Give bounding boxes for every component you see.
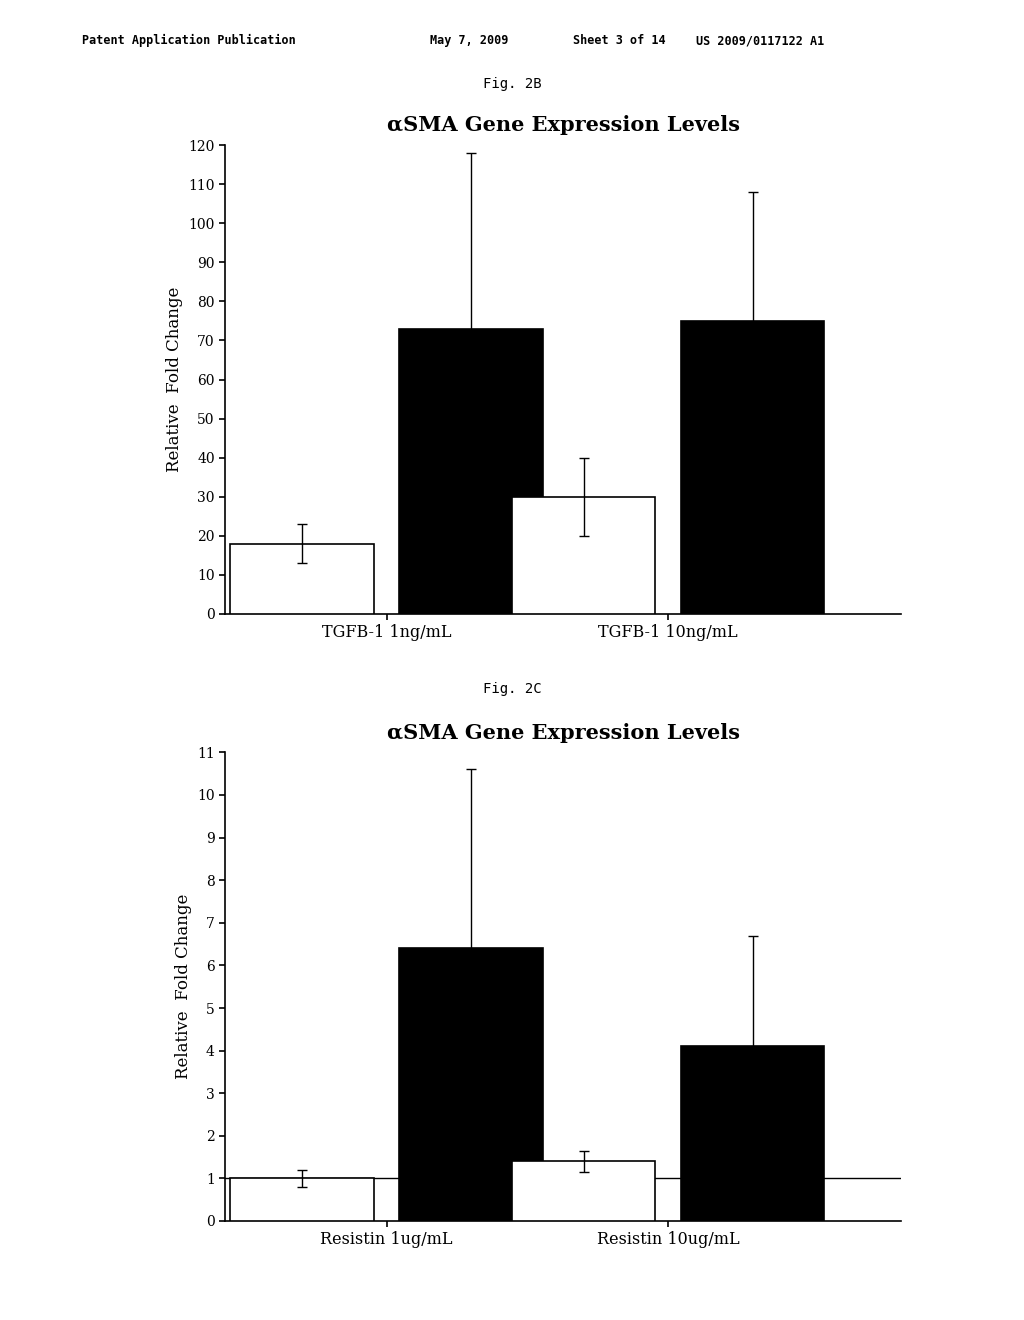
- Bar: [512, 496, 655, 614]
- Bar: [512, 1162, 655, 1221]
- Bar: [681, 1047, 824, 1221]
- Text: May 7, 2009: May 7, 2009: [430, 34, 509, 48]
- Y-axis label: Relative  Fold Change: Relative Fold Change: [174, 894, 191, 1080]
- Text: Sheet 3 of 14: Sheet 3 of 14: [573, 34, 666, 48]
- Title: αSMA Gene Expression Levels: αSMA Gene Expression Levels: [387, 115, 739, 136]
- Bar: [399, 329, 543, 614]
- Bar: [399, 948, 543, 1221]
- Text: Fig. 2B: Fig. 2B: [482, 77, 542, 91]
- Bar: [230, 544, 374, 614]
- Text: US 2009/0117122 A1: US 2009/0117122 A1: [696, 34, 824, 48]
- Title: αSMA Gene Expression Levels: αSMA Gene Expression Levels: [387, 722, 739, 743]
- Text: Patent Application Publication: Patent Application Publication: [82, 34, 296, 48]
- Text: Fig. 2C: Fig. 2C: [482, 682, 542, 697]
- Y-axis label: Relative  Fold Change: Relative Fold Change: [166, 286, 183, 473]
- Bar: [681, 321, 824, 614]
- Bar: [230, 1179, 374, 1221]
